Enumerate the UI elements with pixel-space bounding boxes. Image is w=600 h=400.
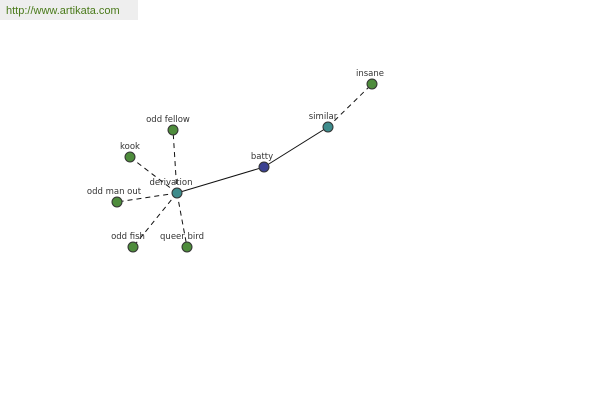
edge bbox=[263, 126, 329, 168]
node[interactable] bbox=[366, 78, 378, 90]
node-label[interactable]: batty bbox=[251, 152, 273, 162]
node-label[interactable]: derivation bbox=[149, 178, 192, 188]
edge bbox=[176, 166, 265, 194]
node-label[interactable]: odd man out bbox=[87, 187, 142, 197]
node[interactable] bbox=[167, 124, 179, 136]
edges bbox=[116, 83, 373, 248]
node-label[interactable]: odd fellow bbox=[146, 115, 190, 125]
node[interactable] bbox=[127, 241, 139, 253]
site-url[interactable]: http://www.artikata.com bbox=[0, 0, 138, 20]
node-label[interactable]: queer bird bbox=[160, 232, 204, 242]
nodes bbox=[111, 78, 378, 253]
node[interactable] bbox=[258, 161, 270, 173]
node[interactable] bbox=[322, 121, 334, 133]
edge bbox=[327, 83, 373, 128]
edge bbox=[132, 192, 178, 248]
node-label[interactable]: odd fish bbox=[111, 232, 145, 242]
node[interactable] bbox=[171, 187, 183, 199]
edge bbox=[172, 129, 178, 194]
node-label[interactable]: kook bbox=[120, 142, 140, 152]
node[interactable] bbox=[111, 196, 123, 208]
labels: batty similar insane derivation odd fell… bbox=[87, 69, 384, 242]
edge bbox=[129, 156, 178, 194]
node-label[interactable]: similar bbox=[309, 112, 338, 122]
node[interactable] bbox=[181, 241, 193, 253]
edge bbox=[176, 192, 188, 248]
edge bbox=[116, 192, 178, 203]
node-label[interactable]: insane bbox=[356, 69, 384, 79]
node[interactable] bbox=[124, 151, 136, 163]
